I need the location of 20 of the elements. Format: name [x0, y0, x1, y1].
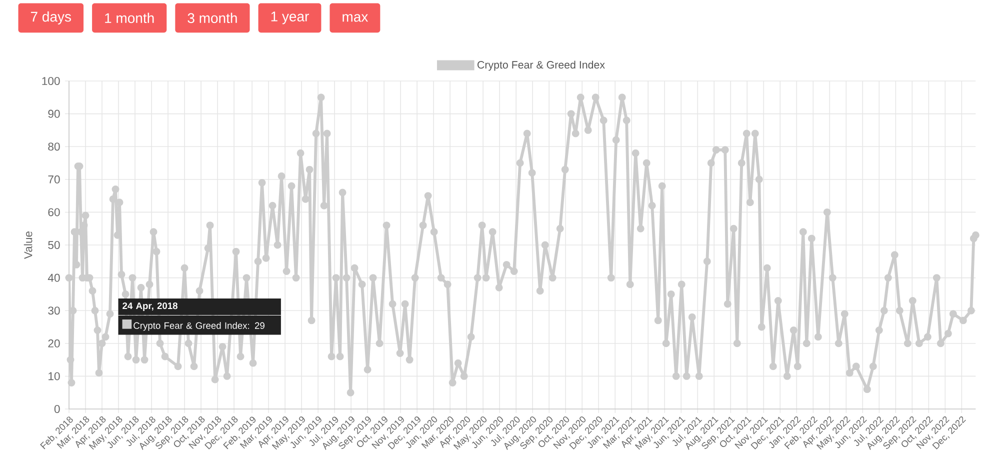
y-tick-label: 80 — [48, 142, 60, 151]
text: 1 month — [105, 12, 154, 24]
y-axis-title: Value — [24, 231, 32, 260]
text: 3 month — [188, 12, 237, 24]
y-tick-label: 60 — [48, 208, 60, 216]
y-tick-label: 40 — [48, 274, 60, 282]
annotation: Crypto Fear & Greed Index: 29 — [134, 322, 264, 331]
legend-label: Crypto Fear & Greed Index — [478, 60, 605, 71]
text: 7 days — [30, 11, 71, 24]
y-tick-label: 0 — [54, 404, 60, 414]
y-tick-label: 70 — [48, 175, 60, 184]
y-tick-label: 30 — [48, 306, 60, 315]
y-tick-label: 50 — [48, 241, 60, 250]
annotation: 24 Apr, 2018 — [122, 302, 178, 311]
y-tick-label: 100 — [42, 77, 60, 86]
y-tick-label: 90 — [48, 110, 60, 118]
y-tick-label: 20 — [48, 339, 60, 348]
text: max — [342, 14, 368, 22]
y-tick-label: 10 — [48, 372, 60, 380]
text: 1 year — [271, 12, 309, 24]
